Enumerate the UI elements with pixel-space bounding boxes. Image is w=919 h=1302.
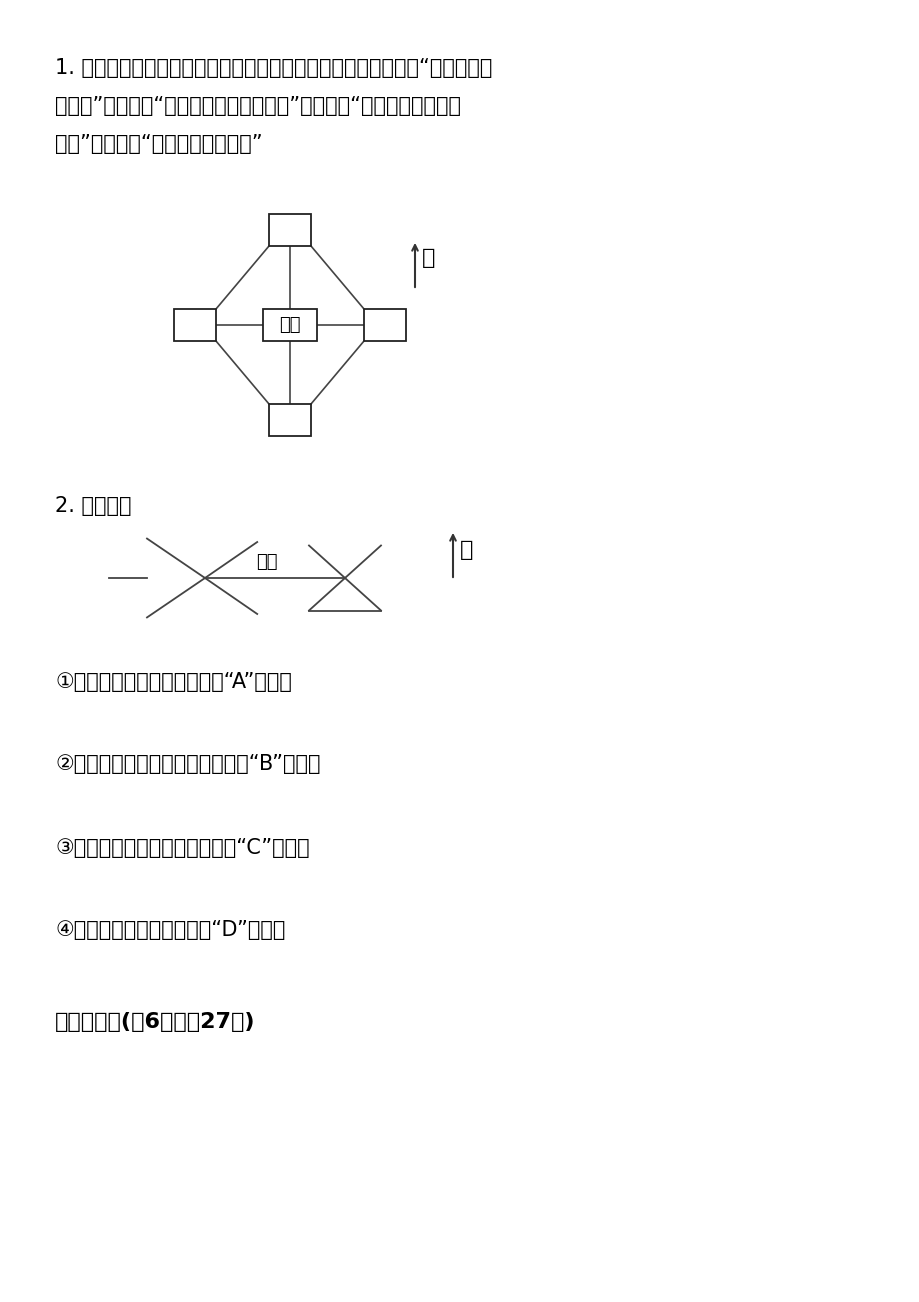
- Text: 北: 北: [460, 540, 473, 560]
- Bar: [364, 309, 405, 341]
- Text: 1. 先分析每个人的对话，再在图中注明每个人的位置。小辉说：“我在小静的: 1. 先分析每个人的对话，再在图中注明每个人的位置。小辉说：“我在小静的: [55, 59, 492, 78]
- Bar: [268, 214, 311, 246]
- Bar: [268, 404, 311, 436]
- Bar: [263, 309, 317, 341]
- Text: 南面。”小峰说：“我在小辉的东北方向。”小秀说：“我在小峰的西北方: 南面。”小峰说：“我在小辉的东北方向。”小秀说：“我在小峰的西北方: [55, 96, 460, 116]
- Text: 北: 北: [422, 247, 435, 268]
- Text: 向。”小冬说：“我在小静的西面。”: 向。”小冬说：“我在小静的西面。”: [55, 134, 262, 154]
- Text: 六．解答题(兲6题，內27分): 六．解答题(兲6题，內27分): [55, 1012, 255, 1032]
- Text: 2. 找位置。: 2. 找位置。: [55, 496, 131, 516]
- Text: ①小刚的家在公园的西面，用“A”标出。: ①小刚的家在公园的西面，用“A”标出。: [55, 672, 291, 691]
- Text: 公园: 公园: [256, 553, 278, 572]
- Text: ③百货大楼在公园的东南面，用“C”标出。: ③百货大楼在公园的东南面，用“C”标出。: [55, 838, 310, 858]
- Bar: [174, 309, 216, 341]
- Text: ④法院在公园的东北面，用“D”标出。: ④法院在公园的东北面，用“D”标出。: [55, 921, 285, 940]
- Text: ②电影院在小刚家的西南方向，用“B”标出。: ②电影院在小刚家的西南方向，用“B”标出。: [55, 754, 320, 773]
- Text: 小静: 小静: [279, 316, 301, 335]
